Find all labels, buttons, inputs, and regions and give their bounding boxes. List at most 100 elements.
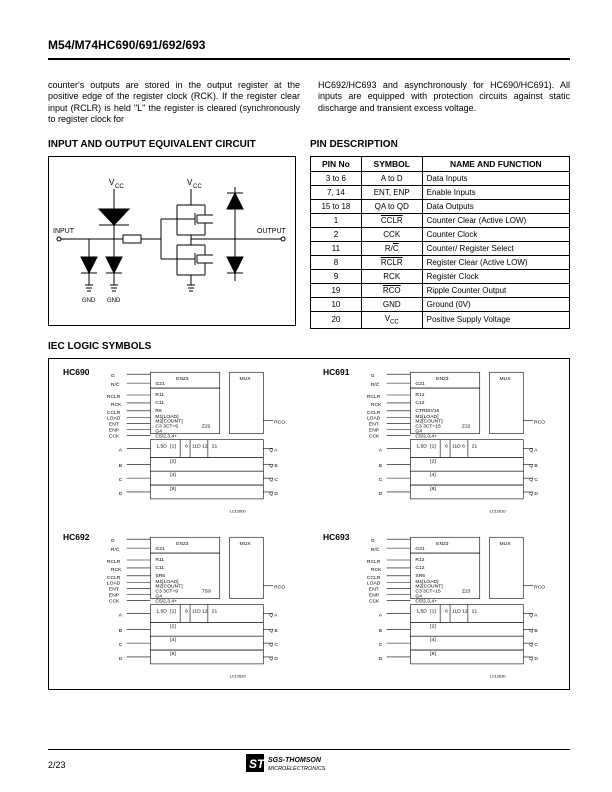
svg-text:21: 21 [472, 608, 478, 614]
svg-text:LC12600: LC12600 [230, 508, 247, 513]
svg-text:ENP: ENP [369, 427, 380, 433]
svg-text:CCLR: CCLR [107, 574, 121, 580]
svg-text:RCLR: RCLR [367, 394, 381, 400]
svg-text:ENT: ENT [109, 421, 119, 427]
svg-text:CC: CC [193, 184, 202, 190]
body-text: counter's outputs are stored in the outp… [48, 80, 570, 125]
pin-description-table: PIN No SYMBOL NAME AND FUNCTION 3 to 6A … [310, 156, 570, 329]
svg-text:1,5D: 1,5D [416, 443, 427, 449]
svg-text:[1]: [1] [430, 608, 436, 614]
svg-text:ENP: ENP [109, 427, 120, 433]
svg-text:G21: G21 [155, 381, 165, 387]
svg-text:C: C [119, 477, 123, 483]
table-row: 7, 14ENT, ENPEnable Inputs [311, 186, 570, 200]
svg-text:CCLR: CCLR [367, 409, 381, 415]
svg-text:CCK: CCK [109, 598, 120, 604]
equivalent-circuit-diagram: VCC VCC INPUT [48, 156, 296, 326]
svg-text:Z22: Z22 [202, 423, 211, 429]
svg-text:11D 6: 11D 6 [452, 443, 465, 449]
svg-text:C5/2,3,4+: C5/2,3,4+ [155, 433, 177, 439]
svg-text:6: 6 [185, 443, 188, 449]
body-col-1: counter's outputs are stored in the outp… [48, 80, 300, 125]
svg-text:SR6: SR6 [415, 572, 425, 578]
svg-text:SGS-THOMSON: SGS-THOMSON [268, 757, 322, 764]
pin-desc-heading: PIN DESCRIPTION [310, 139, 570, 150]
svg-text:G: G [111, 538, 115, 544]
svg-text:G21: G21 [415, 546, 425, 552]
svg-text:GND: GND [107, 298, 121, 304]
svg-text:D: D [379, 491, 383, 497]
svg-text:Z23: Z23 [462, 588, 471, 594]
svg-text:RCK: RCK [371, 401, 382, 407]
svg-text:6: 6 [445, 443, 448, 449]
svg-text:C5/2,3,4+: C5/2,3,4+ [415, 433, 437, 439]
table-row: 8RCLRRegister Clear (Active LOW) [311, 256, 570, 270]
table-row: 20VCCPositive Supply Voltage [311, 312, 570, 329]
svg-text:[1]: [1] [170, 443, 176, 449]
iec-logic-symbols-box: HC690 EN23 MUX G [48, 358, 570, 690]
svg-text:RCO: RCO [534, 584, 545, 590]
svg-text:RCLR: RCLR [107, 394, 121, 400]
svg-text:R11: R11 [155, 392, 164, 398]
th-func: NAME AND FUNCTION [422, 157, 569, 172]
svg-text:[4]: [4] [430, 637, 436, 643]
svg-text:[8]: [8] [170, 651, 176, 657]
svg-text:C12: C12 [415, 400, 424, 406]
svg-text:[4]: [4] [170, 637, 176, 643]
svg-text:RCLR: RCLR [367, 559, 381, 565]
svg-text:[2]: [2] [430, 458, 436, 464]
svg-text:C5/2,3,4+: C5/2,3,4+ [155, 598, 177, 604]
svg-text:D: D [379, 656, 383, 662]
svg-text:LOAD: LOAD [107, 415, 121, 421]
svg-text:[2]: [2] [430, 623, 436, 629]
svg-text:RCLR: RCLR [107, 559, 121, 565]
page-number: 2/23 [48, 760, 66, 770]
svg-text:EN23: EN23 [436, 541, 449, 547]
table-row: 15 to 18QA to QDData Outputs [311, 200, 570, 214]
svg-text:21: 21 [212, 443, 218, 449]
table-row: 3 to 6A to DData Inputs [311, 172, 570, 186]
svg-text:1,5D: 1,5D [416, 608, 427, 614]
svg-text:CCLR: CCLR [367, 574, 381, 580]
svg-text:EN23: EN23 [176, 376, 189, 382]
svg-text:CCLR: CCLR [107, 409, 121, 415]
svg-text:A: A [379, 447, 383, 453]
svg-text:B: B [119, 628, 123, 634]
svg-text:Z22: Z22 [462, 423, 471, 429]
table-row: 10GNDGround (0V) [311, 298, 570, 312]
svg-text:A: A [379, 612, 383, 618]
table-row: 2CCKCounter Clock [311, 228, 570, 242]
svg-text:CC: CC [115, 184, 124, 190]
svg-text:LC12610: LC12610 [490, 508, 507, 513]
svg-text:G21: G21 [415, 381, 425, 387]
svg-text:21: 21 [472, 443, 478, 449]
footer-rule [48, 749, 570, 750]
svg-text:[4]: [4] [170, 472, 176, 478]
svg-text:B: B [379, 628, 383, 634]
svg-text:21: 21 [212, 608, 218, 614]
svg-text:ENP: ENP [369, 592, 380, 598]
svg-text:R/C̄: R/C̄ [111, 381, 120, 388]
svg-text:LC12630: LC12630 [490, 673, 507, 678]
svg-text:MUX: MUX [240, 541, 252, 547]
svg-text:EN23: EN23 [436, 376, 449, 382]
table-row: 11R/CCounter/ Register Select [311, 242, 570, 256]
svg-text:11D 12: 11D 12 [452, 608, 468, 614]
svg-text:R/C̄: R/C̄ [371, 381, 380, 388]
svg-text:C: C [379, 477, 383, 483]
svg-text:D: D [119, 656, 123, 662]
svg-text:R/C̄: R/C̄ [111, 546, 120, 553]
svg-text:INPUT: INPUT [53, 228, 75, 235]
svg-text:[2]: [2] [170, 458, 176, 464]
svg-text:RCO: RCO [274, 419, 285, 425]
logic-hc693: HC693 EN23 MUX G [309, 524, 569, 689]
svg-text:RCK: RCK [111, 566, 122, 572]
svg-text:[2]: [2] [170, 623, 176, 629]
svg-text:RCK: RCK [111, 401, 122, 407]
svg-text:ENT: ENT [109, 586, 119, 592]
svg-text:B: B [119, 463, 123, 469]
svg-text:G: G [111, 373, 115, 379]
svg-text:RCO: RCO [274, 584, 285, 590]
svg-text:MUX: MUX [500, 541, 512, 547]
svg-text:OUTPUT: OUTPUT [257, 228, 287, 235]
